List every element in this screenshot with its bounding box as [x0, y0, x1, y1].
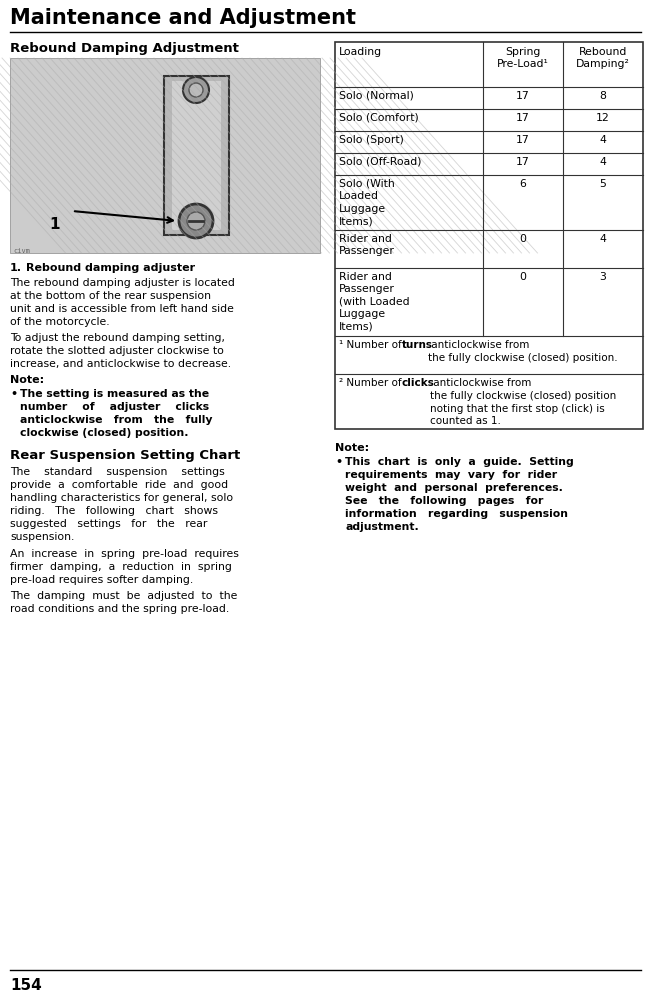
Text: anticlockwise from
the fully clockwise (closed) position.: anticlockwise from the fully clockwise (…	[428, 340, 618, 362]
Text: The    standard    suspension    settings
provide  a  comfortable  ride  and  go: The standard suspension settings provide…	[10, 467, 233, 543]
Text: 3: 3	[600, 272, 607, 282]
Text: This  chart  is  only  a  guide.  Setting
requirements  may  vary  for  rider
we: This chart is only a guide. Setting requ…	[345, 457, 574, 533]
Text: Note:: Note:	[335, 443, 369, 453]
Text: 17: 17	[516, 113, 530, 123]
Text: 1.: 1.	[10, 263, 22, 273]
Text: An  increase  in  spring  pre-load  requires
firmer  damping,  a  reduction  in : An increase in spring pre-load requires …	[10, 549, 239, 585]
Circle shape	[187, 212, 205, 230]
Text: 5: 5	[600, 179, 607, 189]
Circle shape	[189, 83, 203, 97]
Text: 4: 4	[600, 157, 607, 167]
Text: civm: civm	[13, 248, 30, 254]
Text: Rider and
Passenger: Rider and Passenger	[339, 234, 395, 256]
Circle shape	[183, 77, 209, 103]
Text: The rebound damping adjuster is located
at the bottom of the rear suspension
uni: The rebound damping adjuster is located …	[10, 278, 235, 327]
Text: 17: 17	[516, 135, 530, 145]
Text: 8: 8	[600, 91, 607, 101]
Text: Loading: Loading	[339, 47, 382, 57]
Bar	[163, 76, 229, 235]
Text: 17: 17	[516, 91, 530, 101]
Bar	[171, 81, 221, 230]
Text: •: •	[335, 457, 342, 467]
Text: •: •	[10, 389, 17, 399]
Text: 0: 0	[519, 234, 527, 244]
Text: Solo (Sport): Solo (Sport)	[339, 135, 404, 145]
Circle shape	[179, 204, 213, 238]
Text: clicks: clicks	[402, 378, 435, 388]
Text: 4: 4	[600, 234, 607, 244]
Text: Rider and
Passenger
(with Loaded
Luggage
Items): Rider and Passenger (with Loaded Luggage…	[339, 272, 409, 331]
Text: To adjust the rebound damping setting,
rotate the slotted adjuster clockwise to
: To adjust the rebound damping setting, r…	[10, 333, 231, 369]
Text: 4: 4	[600, 135, 607, 145]
Text: Rear Suspension Setting Chart: Rear Suspension Setting Chart	[10, 449, 240, 462]
Text: Rebound damping adjuster: Rebound damping adjuster	[26, 263, 195, 273]
Text: Spring
Pre-Load¹: Spring Pre-Load¹	[497, 47, 549, 69]
Text: 1: 1	[49, 217, 61, 232]
Text: turns: turns	[402, 340, 433, 350]
Bar	[10, 58, 320, 253]
Text: 12: 12	[596, 113, 610, 123]
Text: Solo (Off-Road): Solo (Off-Road)	[339, 157, 421, 167]
Bar	[335, 42, 643, 429]
Text: 17: 17	[516, 157, 530, 167]
Text: The setting is measured as the
number    of    adjuster    clicks
anticlockwise : The setting is measured as the number of…	[20, 389, 212, 438]
Text: Rebound
Damping²: Rebound Damping²	[576, 47, 630, 69]
Text: 154: 154	[10, 978, 42, 993]
Text: Note:: Note:	[10, 375, 44, 385]
Text: anticlockwise from
the fully clockwise (closed) position
noting that the first s: anticlockwise from the fully clockwise (…	[430, 378, 616, 426]
Text: Solo (Normal): Solo (Normal)	[339, 91, 414, 101]
Text: 0: 0	[519, 272, 527, 282]
Text: ² Number of: ² Number of	[339, 378, 405, 388]
Text: 6: 6	[519, 179, 527, 189]
Text: ¹ Number of: ¹ Number of	[339, 340, 405, 350]
Text: Maintenance and Adjustment: Maintenance and Adjustment	[10, 8, 356, 28]
Text: Solo (Comfort): Solo (Comfort)	[339, 113, 419, 123]
Text: The  damping  must  be  adjusted  to  the
road conditions and the spring pre-loa: The damping must be adjusted to the road…	[10, 591, 238, 614]
Text: Solo (With
Loaded
Luggage
Items): Solo (With Loaded Luggage Items)	[339, 179, 395, 226]
Text: Rebound Damping Adjustment: Rebound Damping Adjustment	[10, 42, 239, 55]
